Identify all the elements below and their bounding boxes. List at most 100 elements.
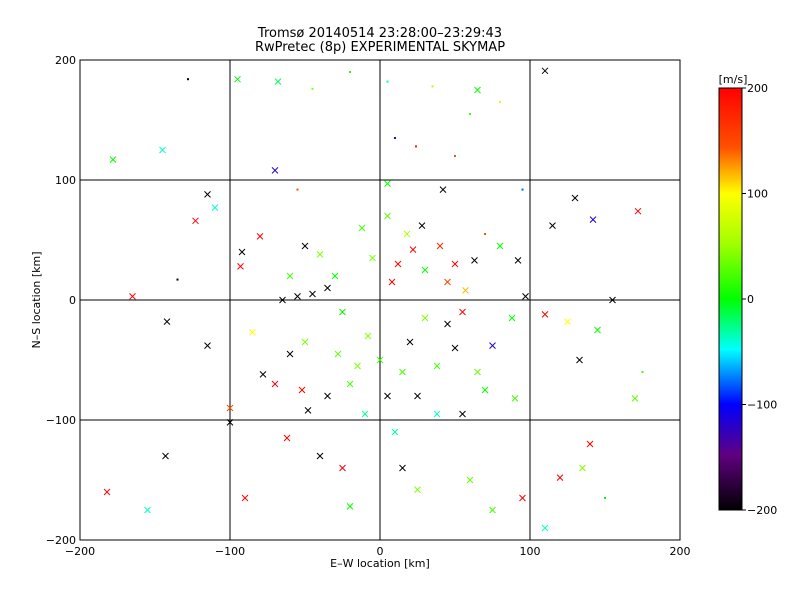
scatter-point-cross: [256, 233, 264, 240]
scatter-point-cross: [274, 78, 282, 85]
x-tick-label: 0: [377, 545, 384, 558]
scatter-point-cross: [271, 167, 279, 174]
scatter-point-dot: [176, 278, 179, 281]
scatter-point-cross: [354, 362, 361, 370]
scatter-point-cross: [474, 86, 481, 94]
scatter-point-cross: [394, 260, 402, 268]
scatter-point-cross: [444, 320, 451, 328]
scatter-point-cross: [459, 308, 466, 316]
scatter-point-cross: [444, 278, 451, 286]
x-tick-label: −100: [215, 545, 245, 558]
scatter-point-cross: [421, 266, 429, 274]
grid-lines: [80, 60, 680, 540]
scatter-point-cross: [324, 284, 331, 292]
scatter-point-cross: [489, 342, 496, 349]
scatter-point-cross: [508, 314, 516, 322]
scatter-point-cross: [304, 407, 312, 414]
y-tick-label: 0: [69, 294, 76, 307]
y-tick-label: −200: [46, 534, 76, 547]
chart-subtitle: RwPretec (8p) EXPERIMENTAL SKYMAP: [255, 40, 505, 55]
scatter-point-cross: [384, 212, 391, 220]
scatter-point-cross: [541, 524, 549, 532]
scatter-point-dot: [521, 188, 524, 191]
scatter-point-cross: [384, 180, 391, 187]
scatter-point-cross: [249, 329, 256, 336]
scatter-point-cross: [471, 257, 478, 264]
scatter-point-cross: [589, 216, 597, 223]
scatter-point-cross: [579, 464, 586, 472]
scatter-point-cross: [594, 326, 601, 334]
scatter-point-cross: [399, 464, 406, 472]
scatter-point-dot: [499, 101, 501, 103]
scatter-point-cross: [451, 260, 459, 268]
x-tick-label: 100: [520, 545, 541, 558]
scatter-point-cross: [226, 419, 234, 426]
scatter-point-dot: [386, 80, 389, 83]
scatter-point-cross: [237, 263, 244, 270]
scatter-point-cross: [418, 222, 426, 229]
scatter-point-cross: [421, 314, 429, 322]
scatter-point-cross: [241, 494, 249, 502]
scatter-point-cross: [364, 332, 372, 340]
scatter-point-cross: [226, 404, 234, 412]
scatter-point-cross: [414, 392, 421, 400]
scatter-point-cross: [403, 230, 411, 238]
scatter-point-cross: [234, 75, 241, 83]
scatter-point-cross: [204, 342, 211, 349]
scatter-point-cross: [433, 362, 441, 370]
scatter-point-cross: [271, 380, 279, 388]
scatter-point-cross: [339, 464, 346, 472]
scatter-point-dot: [431, 85, 434, 88]
scatter-point-dot: [394, 137, 396, 139]
colorbar-tick-label: −100: [747, 399, 777, 412]
scatter-point-cross: [109, 156, 117, 163]
scatter-point-cross: [339, 308, 346, 316]
scatter-point-dot: [296, 188, 299, 191]
scatter-point-cross: [399, 368, 406, 376]
scatter-point-cross: [316, 452, 324, 460]
scatter-point-cross: [564, 318, 571, 325]
scatter-point-cross: [414, 486, 421, 493]
scatter-point-cross: [369, 254, 376, 262]
scatter-point-cross: [391, 428, 399, 436]
scatter-point-cross: [406, 338, 414, 346]
scatter-point-cross: [514, 257, 522, 264]
scatter-point-dot: [415, 145, 417, 148]
scatter-point-cross: [279, 296, 286, 304]
y-tick-label: 200: [55, 54, 76, 67]
scatter-point-dot: [187, 78, 189, 81]
scatter-point-dot: [349, 71, 351, 73]
scatter-point-dot: [484, 233, 486, 235]
scatter-point-dot: [604, 497, 606, 499]
colorbar: [718, 87, 743, 511]
scatter-point-cross: [316, 251, 324, 258]
x-tick-label: −200: [65, 545, 95, 558]
scatter-point-cross: [541, 311, 549, 318]
scatter-point-cross: [358, 224, 366, 232]
scatter-point-cross: [361, 410, 369, 418]
scatter-point-cross: [346, 380, 354, 388]
scatter-point-cross: [609, 296, 616, 304]
scatter-point-cross: [301, 338, 309, 346]
scatter-point-cross: [192, 217, 199, 225]
scatter-point-cross: [388, 278, 396, 286]
scatter-point-cross: [634, 207, 642, 215]
scatter-point-cross: [301, 242, 309, 250]
scatter-point-cross: [451, 344, 459, 352]
scatter-point-dot: [641, 371, 644, 373]
scatter-point-cross: [466, 476, 474, 484]
scatter-point-cross: [586, 440, 594, 448]
scatter-point-cross: [324, 392, 331, 400]
x-axis-label: E–W location [km]: [330, 557, 430, 570]
scatter-point-cross: [211, 204, 219, 211]
scatter-point-cross: [439, 186, 447, 193]
scatter-point-cross: [162, 452, 169, 460]
colorbar-tick-label: 200: [747, 82, 768, 95]
colorbar-tick-label: 100: [747, 188, 768, 201]
scatter-point-cross: [571, 194, 579, 202]
scatter-point-cross: [384, 392, 391, 400]
y-axis-label: N–S location [km]: [30, 251, 43, 348]
scatter-point-cross: [481, 386, 489, 394]
y-axis-ticks: −200 −100 0 100 200: [46, 54, 76, 547]
scatter-point-cross: [204, 191, 211, 198]
